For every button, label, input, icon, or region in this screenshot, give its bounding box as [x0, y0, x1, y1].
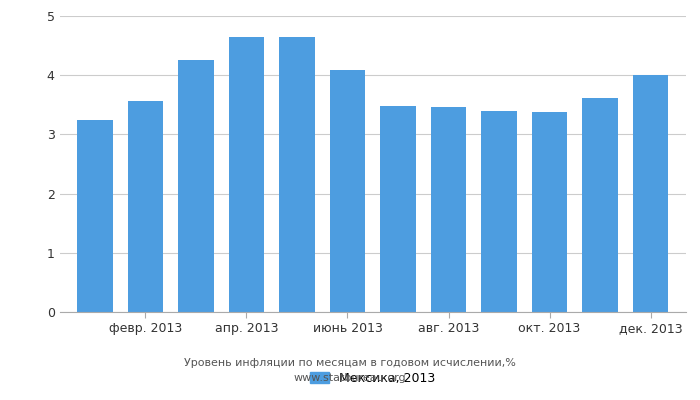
- Bar: [431, 106, 466, 312]
- Bar: [127, 101, 163, 312]
- Bar: [77, 120, 113, 312]
- Legend: Мексика, 2013: Мексика, 2013: [310, 372, 435, 384]
- Bar: [633, 75, 668, 312]
- Bar: [532, 112, 567, 312]
- Bar: [279, 37, 314, 312]
- Text: www.statbureau.org: www.statbureau.org: [294, 373, 406, 383]
- Bar: [482, 111, 517, 312]
- Text: Уровень инфляции по месяцам в годовом исчислении,%: Уровень инфляции по месяцам в годовом ис…: [184, 358, 516, 368]
- Bar: [229, 37, 264, 312]
- Bar: [330, 70, 365, 312]
- Bar: [380, 106, 416, 312]
- Bar: [582, 98, 618, 312]
- Bar: [178, 60, 214, 312]
